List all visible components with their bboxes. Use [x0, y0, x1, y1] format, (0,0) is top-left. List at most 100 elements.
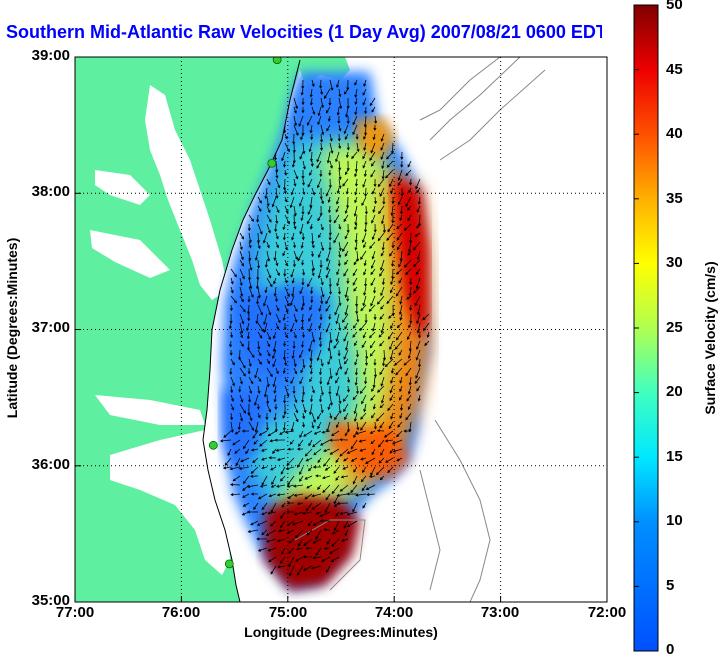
velocity-arrow — [302, 160, 306, 170]
velocity-arrow — [405, 412, 412, 421]
velocity-arrow — [316, 349, 322, 362]
colorbar-tick-label: 35 — [666, 190, 683, 207]
velocity-arrow — [338, 124, 342, 132]
velocity-arrow — [395, 331, 403, 341]
velocity-arrow — [379, 259, 385, 271]
grid — [75, 57, 607, 602]
velocity-arrow — [355, 493, 367, 497]
velocity-arrow — [312, 465, 322, 469]
velocity-arrow — [284, 430, 295, 434]
velocity-arrow — [365, 484, 376, 490]
velocity-arrow — [299, 286, 304, 295]
velocity-arrow — [329, 142, 334, 154]
velocity-arrow — [360, 250, 367, 260]
velocity-arrow — [301, 232, 305, 241]
velocity-arrow — [354, 214, 358, 226]
velocity-arrow — [337, 286, 341, 295]
velocity-arrow — [284, 142, 290, 153]
y-axis-label: Latitude (Degrees:Minutes) — [4, 237, 20, 419]
velocity-arrow — [405, 268, 412, 276]
velocity-arrow — [264, 286, 268, 294]
velocity-arrow — [368, 474, 376, 478]
velocity-arrow — [268, 493, 277, 498]
velocity-arrow — [333, 340, 340, 349]
velocity-arrow — [360, 412, 367, 420]
velocity-arrow — [352, 502, 358, 513]
velocity-arrow — [335, 457, 340, 463]
velocity-arrow — [398, 394, 403, 401]
velocity-arrow — [273, 385, 277, 394]
velocity-arrow — [341, 538, 349, 542]
velocity-arrow — [293, 412, 299, 423]
velocity-arrow — [338, 223, 342, 230]
velocity-arrow — [311, 421, 315, 429]
velocity-arrow — [310, 250, 314, 258]
velocity-arrow — [302, 403, 307, 414]
velocity-arrow — [391, 214, 395, 224]
velocity-arrow — [364, 313, 368, 324]
velocity-arrow — [321, 556, 331, 562]
velocity-arrow — [311, 412, 316, 423]
velocity-arrow — [369, 349, 376, 357]
velocity-arrow — [327, 196, 331, 204]
velocity-arrow — [326, 538, 331, 545]
velocity-arrow — [343, 403, 349, 413]
velocity-arrow — [320, 241, 325, 252]
velocity-arrow — [307, 466, 313, 472]
velocity-arrow — [299, 430, 304, 439]
velocity-arrow — [303, 565, 313, 571]
velocity-arrow — [248, 250, 252, 262]
x-tick-label: 74:00 — [374, 604, 414, 621]
velocity-arrow — [320, 385, 324, 396]
velocity-arrow — [277, 457, 286, 461]
velocity-arrow — [389, 349, 394, 361]
velocity-arrow — [337, 115, 341, 124]
bathymetry-contours — [294, 57, 546, 602]
velocity-arrow — [284, 133, 288, 140]
velocity-arrow — [229, 340, 233, 348]
velocity-arrow — [309, 196, 313, 209]
velocity-arrow — [385, 169, 394, 179]
velocity-arrow — [293, 484, 304, 488]
velocity-arrow — [299, 151, 304, 160]
velocity-arrow — [361, 196, 367, 207]
velocity-arrow — [273, 394, 277, 403]
velocity-arrow — [337, 259, 341, 267]
velocity-arrow — [414, 295, 421, 307]
velocity-arrow — [286, 510, 295, 514]
velocity-arrow — [291, 232, 295, 241]
velocity-arrow — [398, 304, 403, 316]
velocity-arrow — [246, 340, 251, 351]
velocity-arrow — [273, 286, 277, 297]
velocity-arrow — [293, 367, 298, 375]
velocity-arrow — [354, 358, 358, 366]
velocity-arrow — [240, 457, 250, 463]
velocity-arrow — [286, 529, 295, 534]
velocity-arrow — [326, 124, 331, 132]
velocity-arrow — [307, 277, 313, 288]
velocity-arrow — [319, 133, 324, 143]
velocity-arrow — [237, 421, 241, 431]
velocity-arrow — [312, 439, 322, 448]
velocity-arrow — [257, 376, 262, 383]
velocity-arrow — [342, 313, 349, 323]
velocity-arrow — [239, 259, 245, 267]
velocity-arrow — [295, 529, 304, 539]
velocity-arrow — [320, 295, 324, 305]
velocity-arrow — [424, 340, 430, 346]
velocity-arrow — [365, 349, 369, 360]
velocity-arrow — [282, 223, 286, 231]
velocity-arrow — [290, 268, 295, 278]
velocity-arrow — [364, 223, 368, 233]
velocity-arrow — [387, 403, 394, 412]
velocity-arrow — [352, 277, 358, 286]
velocity-arrow — [372, 322, 376, 332]
velocity-arrow — [370, 466, 376, 476]
velocity-arrow — [322, 475, 331, 480]
velocity-arrow — [323, 528, 331, 532]
velocity-arrow — [353, 286, 358, 292]
velocity-arrow — [303, 538, 313, 547]
velocity-arrow — [379, 475, 385, 481]
velocity-arrow — [329, 349, 333, 360]
velocity-arrow — [287, 447, 295, 451]
